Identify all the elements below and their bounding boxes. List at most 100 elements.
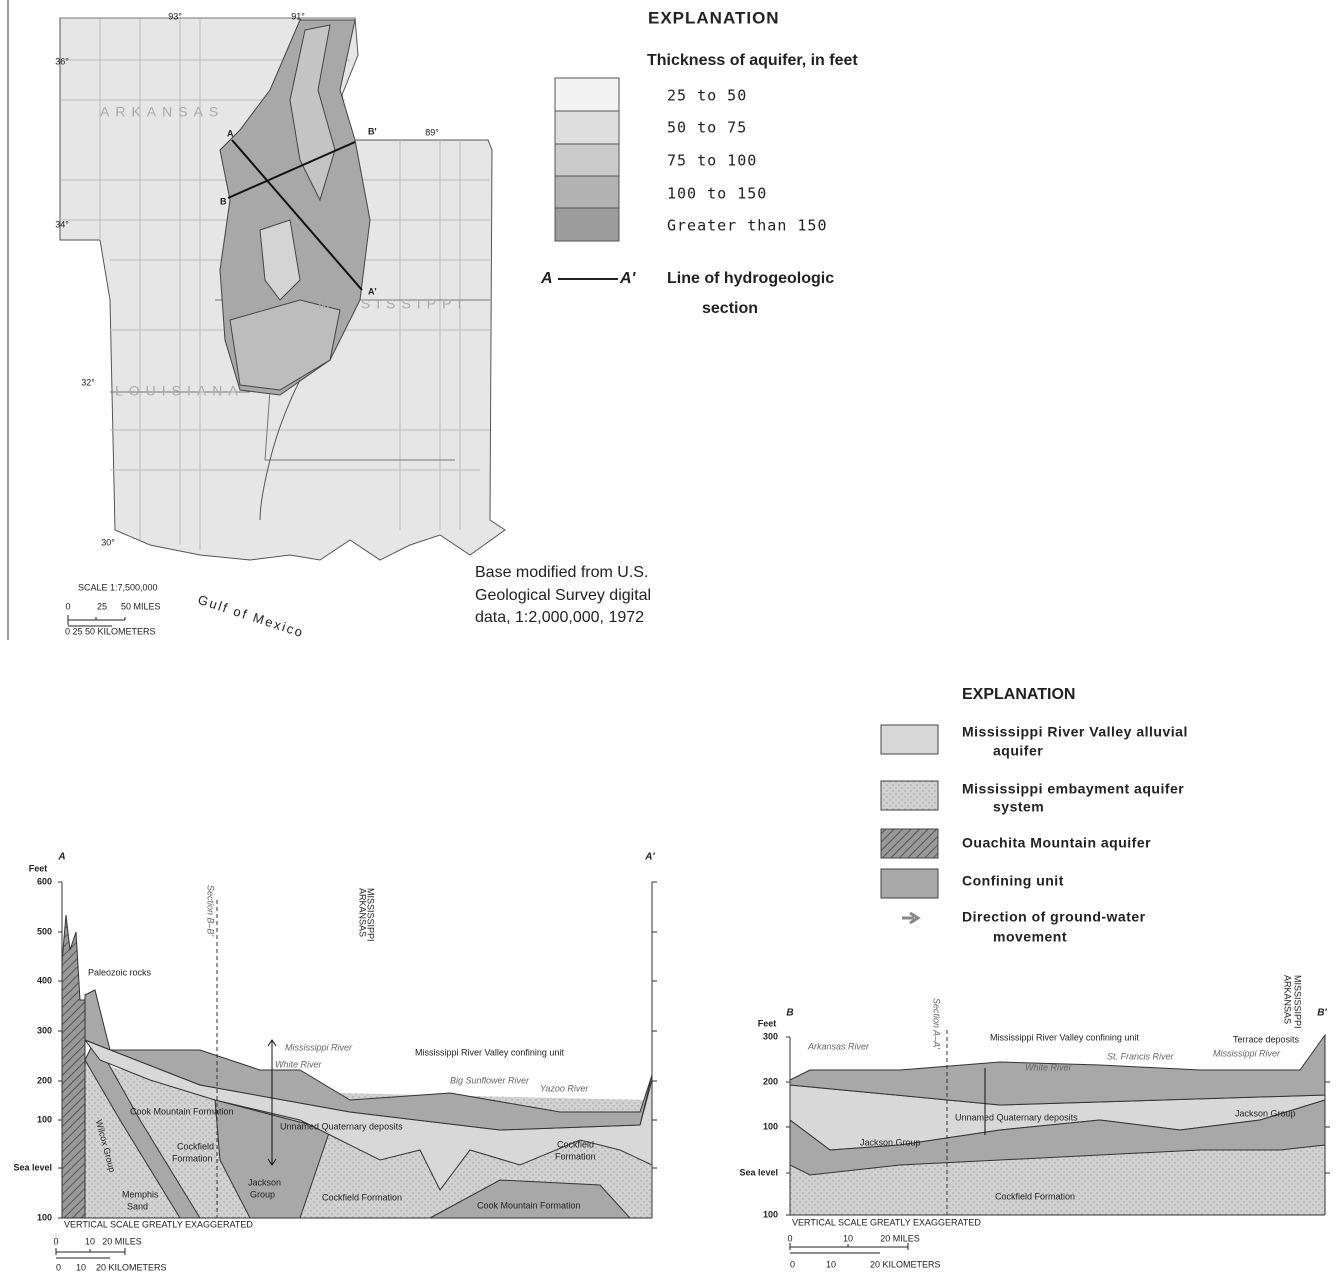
label: 36° [55, 56, 69, 66]
label: A' [644, 852, 655, 863]
label: 50 to 75 [667, 119, 747, 137]
label: 600 [37, 876, 52, 886]
label: 0 [787, 1233, 792, 1243]
label: MISSISSIPPI [1293, 975, 1303, 1029]
label: 93° [168, 11, 182, 21]
label: Feet [29, 863, 48, 873]
label: 10 [843, 1233, 853, 1243]
label: 100 [37, 1114, 52, 1124]
label: EXPLANATION [962, 686, 1075, 703]
label: Mississippi River Valley confining unit [415, 1047, 564, 1057]
label: B' [368, 126, 377, 136]
label: Mississippi River [285, 1042, 353, 1052]
label: 500 [37, 926, 52, 936]
label: Unnamed Quaternary deposits [280, 1121, 403, 1131]
legend-swatch [555, 78, 619, 111]
label: Formation [555, 1151, 596, 1161]
label: SCALE 1:7,500,000 [78, 582, 158, 592]
label: Terrace deposits [1233, 1034, 1300, 1044]
label: Cockfield Formation [322, 1192, 402, 1202]
label: B [220, 196, 227, 206]
label: B' [1317, 1008, 1327, 1019]
label: A [540, 270, 553, 287]
label: LOUISIANA [115, 383, 244, 399]
legend-swatch [555, 176, 619, 208]
label: A [57, 852, 65, 863]
label: 10 [85, 1236, 95, 1246]
label: Base modified from U.S. [475, 564, 648, 581]
label: 0 [790, 1259, 795, 1269]
label: VERTICAL SCALE GREATLY EXAGGERATED [64, 1219, 253, 1229]
label: White River [275, 1059, 323, 1069]
label: A' [368, 286, 377, 296]
label: Line of hydrogeologic [667, 270, 834, 287]
legend-swatch [555, 144, 619, 176]
label: 30° [101, 537, 115, 547]
label: ARKANSAS [1283, 975, 1293, 1024]
label: Cockfield Formation [995, 1191, 1075, 1201]
label: MISSISSIPPI [318, 296, 467, 312]
label: Cockfield [557, 1139, 594, 1149]
label: 300 [763, 1031, 778, 1041]
label: Sand [127, 1201, 148, 1211]
label: 300 [37, 1025, 52, 1035]
label: Group [250, 1189, 275, 1199]
ouachita-aquifer [62, 915, 85, 1218]
label: Big Sunflower River [450, 1075, 530, 1085]
label: section [702, 300, 758, 317]
label: Section A–A' [932, 998, 942, 1049]
label: 34° [55, 219, 69, 229]
legend-swatch [881, 829, 938, 858]
label: Jackson Group [1235, 1108, 1296, 1118]
label: Jackson Group [860, 1137, 921, 1147]
label: Cook Mountain Formation [130, 1106, 234, 1116]
label: 25 to 50 [667, 87, 747, 105]
label: B [786, 1008, 793, 1019]
label: 20 KILOMETERS [870, 1259, 941, 1269]
label: 20 MILES [102, 1236, 142, 1246]
legend-swatch [881, 725, 938, 754]
label: 32° [81, 377, 95, 387]
label: 89° [425, 127, 439, 137]
map-scale-bar [68, 615, 125, 626]
label: 75 to 100 [667, 152, 757, 170]
label: A' [619, 270, 637, 287]
label: Cook Mountain Formation [477, 1200, 581, 1210]
label: Yazoo River [540, 1083, 589, 1093]
label: St. Francis River [1107, 1051, 1175, 1061]
label: Section B–B' [206, 885, 216, 937]
legend-swatch [555, 111, 619, 144]
label: Unnamed Quaternary deposits [955, 1112, 1078, 1122]
label: A [227, 128, 234, 138]
label: Jackson [248, 1177, 281, 1187]
label: 100 to 150 [667, 185, 767, 203]
scale-bar [56, 1248, 125, 1258]
label: 0 [65, 601, 70, 611]
label: 100 [763, 1121, 778, 1131]
label: Confining unit [962, 873, 1064, 889]
label: Feet [758, 1018, 777, 1028]
label: Thickness of aquifer, in feet [647, 52, 858, 69]
legend-swatch [881, 781, 938, 810]
label: Memphis [122, 1189, 159, 1199]
label: movement [993, 929, 1067, 945]
legend-arrow [902, 913, 918, 923]
label: 20 KILOMETERS [96, 1262, 167, 1272]
label: 50 MILES [121, 601, 161, 611]
label: White River [1025, 1062, 1073, 1072]
label: 100 [37, 1212, 52, 1222]
label: Ouachita Mountain aquifer [962, 835, 1151, 851]
label: system [993, 799, 1044, 815]
label: Greater than 150 [667, 217, 828, 235]
label: 91° [291, 11, 305, 21]
label: Cockfield [177, 1141, 214, 1151]
label: Sea level [13, 1162, 52, 1172]
label: Arkansas River [807, 1041, 870, 1051]
label: Mississippi River [1213, 1048, 1281, 1058]
label: Gulf of Mexico [196, 592, 306, 641]
label: Mississippi embayment aquifer [962, 781, 1184, 797]
label: Mississippi River Valley confining unit [990, 1032, 1139, 1042]
figure: 93°91°89°36°34°32°30°ARKANSASMISSISSIPPI… [0, 0, 1338, 1273]
label: 20 MILES [880, 1233, 920, 1243]
label: Formation [172, 1153, 213, 1163]
